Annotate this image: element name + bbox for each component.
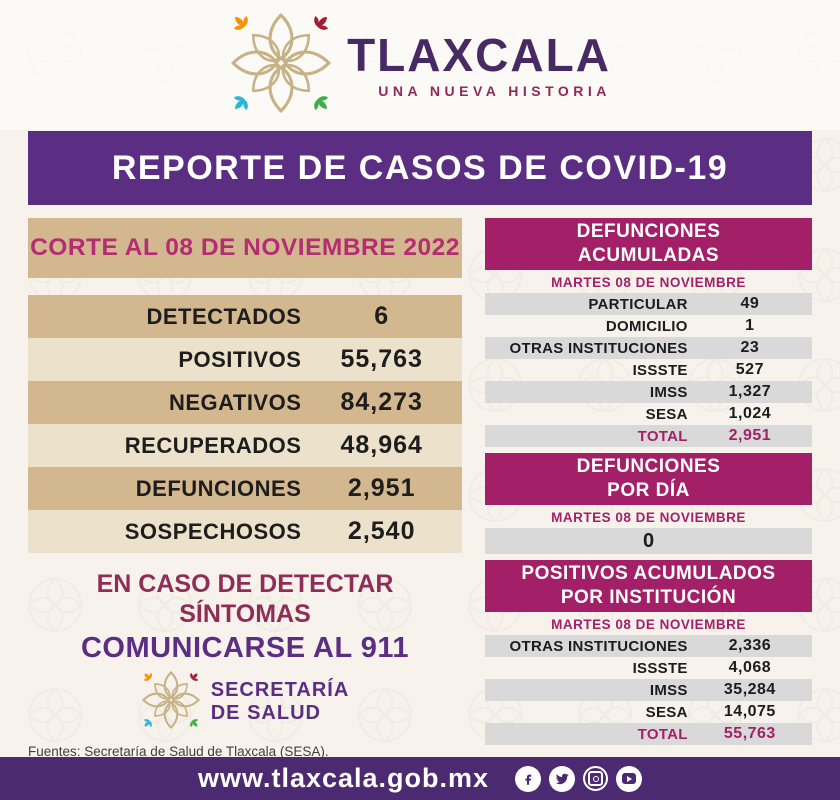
row-label: SESA [645,703,688,721]
deaths-cumulative-header: DEFUNCIONES ACUMULADAS [485,218,812,270]
section-title-line: DEFUNCIONES [576,456,721,477]
table-total-row: TOTAL 55,763 [485,723,812,745]
table-row: ISSSTE 527 [485,359,812,381]
positives-by-institution-table: OTRAS INSTITUCIONES 2,336 ISSSTE 4,068 I… [485,635,812,745]
stat-value: 2,540 [347,517,416,545]
table-row: IMSS 35,284 [485,679,812,701]
stat-value: 55,763 [340,345,423,373]
table-row: IMSS 1,327 [485,381,812,403]
row-label: PARTICULAR [588,295,688,313]
table-row: RECUPERADOS 48,964 [28,424,462,467]
stat-label: POSITIVOS [178,346,302,372]
row-label: OTRAS INSTITUCIONES [509,339,688,357]
report-title: REPORTE DE CASOS DE COVID-19 [111,148,729,187]
stat-value: 2,951 [347,474,416,502]
cutoff-date-text: CORTE AL 08 DE NOVIEMBRE 2022 [30,234,460,261]
advisory-line-1: EN CASO DE DETECTAR SÍNTOMAS [96,570,394,628]
stat-label: NEGATIVOS [168,389,302,415]
row-value: 35,284 [723,681,776,698]
section-title-line: ACUMULADAS [577,245,720,266]
health-dept-line-1: SECRETARÍA [210,679,350,701]
row-value: 527 [735,361,764,378]
header: TLAXCALA UNA NUEVA HISTORIA [0,0,840,130]
table-row: SOSPECHOSOS 2,540 [28,510,462,553]
brand-tagline: UNA NUEVA HISTORIA [378,83,611,99]
health-dept-logo: SECRETARÍA DE SALUD [28,670,462,735]
advisory-line-2: COMUNICARSE AL 911 [80,632,410,664]
salud-flower-logo-icon [141,670,201,735]
table-row: PARTICULAR 49 [485,293,812,315]
health-dept-line-2: DE SALUD [210,702,321,724]
stat-label: RECUPERADOS [124,432,302,458]
row-value: 1,024 [728,405,772,422]
positives-by-institution-date: MARTES 08 DE NOVIEMBRE [551,617,746,632]
table-row: DETECTADOS 6 [28,295,462,338]
stat-label: DETECTADOS [146,303,302,329]
total-value: 55,763 [723,725,776,742]
cutoff-date-banner: CORTE AL 08 DE NOVIEMBRE 2022 [28,218,462,278]
row-label: OTRAS INSTITUCIONES [509,637,688,655]
stat-label: SOSPECHOSOS [124,518,302,544]
total-value: 2,951 [728,427,772,444]
row-value: 1 [745,317,755,334]
summary-panel: CORTE AL 08 DE NOVIEMBRE 2022 DETECTADOS… [28,218,462,800]
deaths-cumulative-date: MARTES 08 DE NOVIEMBRE [551,275,746,290]
deaths-daily-date: MARTES 08 DE NOVIEMBRE [551,510,746,525]
row-label: SESA [645,405,688,423]
section-title-line: POR DÍA [607,480,690,501]
stat-value: 48,964 [340,431,423,459]
row-value: 4,068 [728,659,772,676]
table-row: DEFUNCIONES 2,951 [28,467,462,510]
row-value: 23 [740,339,760,356]
positives-by-institution-header: POSITIVOS ACUMULADOS POR INSTITUCIÓN [485,560,812,612]
source-line-1: Fuentes: Secretaría de Salud de Tlaxcala… [28,744,329,759]
table-row: OTRAS INSTITUCIONES 2,336 [485,635,812,657]
facebook-icon[interactable] [515,765,542,792]
deaths-daily-header: DEFUNCIONES POR DÍA [485,453,812,505]
youtube-icon[interactable] [616,765,643,792]
row-label: IMSS [649,681,688,699]
detail-panels: DEFUNCIONES ACUMULADAS MARTES 08 DE NOVI… [485,218,812,745]
section-title-line: DEFUNCIONES [576,221,721,242]
deaths-daily-value: 0 [485,528,812,554]
footer-url-link[interactable]: www.tlaxcala.gob.mx [197,763,490,793]
table-row: DOMICILIO 1 [485,315,812,337]
brand-wordmark: TLAXCALA [347,29,611,81]
table-total-row: TOTAL 2,951 [485,425,812,447]
row-value: 1,327 [728,383,772,400]
row-value: 14,075 [723,703,776,720]
row-value: 49 [740,295,760,312]
table-row: SESA 1,024 [485,403,812,425]
stat-value: 6 [374,302,390,330]
table-row: NEGATIVOS 84,273 [28,381,462,424]
deaths-cumulative-table: PARTICULAR 49 DOMICILIO 1 OTRAS INSTITUC… [485,293,812,447]
tlaxcala-flower-logo-icon [229,11,333,120]
table-row: OTRAS INSTITUCIONES 23 [485,337,812,359]
twitter-icon[interactable] [549,765,576,792]
row-label: DOMICILIO [605,317,688,335]
stat-value: 84,273 [340,388,423,416]
report-title-banner: REPORTE DE CASOS DE COVID-19 [28,131,812,205]
footer-bar: www.tlaxcala.gob.mx [0,757,840,800]
table-row: SESA 14,075 [485,701,812,723]
summary-stats-table: DETECTADOS 6 POSITIVOS 55,763 NEGATIVOS … [28,295,462,553]
row-label: IMSS [649,383,688,401]
section-title-line: POR INSTITUCIÓN [560,587,737,608]
row-label: ISSSTE [632,659,688,677]
stat-label: DEFUNCIONES [135,475,302,501]
table-row: ISSSTE 4,068 [485,657,812,679]
social-icons [515,765,643,792]
row-label: ISSSTE [632,361,688,379]
total-label: TOTAL [637,427,688,445]
row-value: 2,336 [728,637,772,654]
total-label: TOTAL [637,725,688,743]
table-row: POSITIVOS 55,763 [28,338,462,381]
instagram-icon[interactable] [583,766,609,791]
section-title-line: POSITIVOS ACUMULADOS [521,563,776,584]
